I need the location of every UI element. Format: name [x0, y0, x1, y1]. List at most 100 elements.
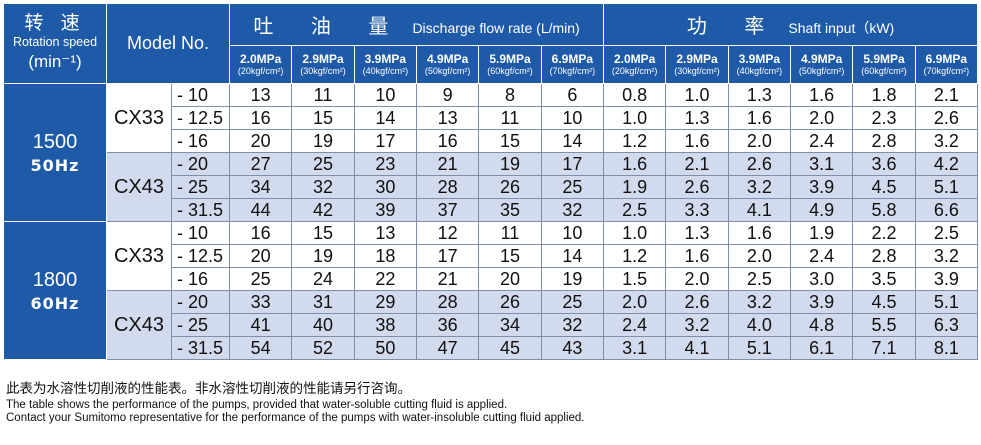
model-variant: - 12.5: [170, 244, 231, 268]
flow-rate-value: 34: [229, 175, 293, 199]
flow-rate-value: 54: [229, 336, 293, 360]
flow-rate-value: 23: [353, 152, 418, 176]
shaft-input-value: 4.8: [789, 313, 854, 337]
shaft-input-value: 2.8: [852, 129, 916, 153]
model-name: CX43: [106, 152, 172, 222]
shaft-input-value: 4.9: [789, 198, 854, 222]
model-variant: - 20: [170, 290, 231, 314]
pressure-mpa: 2.0MPa: [614, 52, 656, 66]
shaft-input-value: 2.6: [727, 152, 792, 176]
shaft-input-value: 1.2: [603, 244, 667, 268]
pressure-kgf: (60kgf/cm²): [861, 66, 907, 76]
flow-rate-value: 6: [540, 83, 605, 107]
flow-rate-value: 29: [353, 290, 418, 314]
pressure-mpa: 5.9MPa: [863, 52, 905, 66]
flow-rate-value: 38: [353, 313, 418, 337]
shaft-input-en: Shaft input（kW): [788, 20, 895, 36]
table-row: 1500 50Hz CX33- 10 13 11 10 9 8 6 0.8 1.0 1.3 1.6 1.8…: [3, 83, 979, 222]
shaft-input-value: 2.0: [727, 129, 792, 153]
flow-rate-value: 10: [353, 83, 418, 107]
flow-rate-value: 19: [478, 152, 542, 176]
pressure-kgf: (50kgf/cm²): [424, 66, 471, 76]
shaft-input-value: 1.6: [727, 106, 792, 130]
shaft-input-value: 7.1: [852, 336, 916, 360]
shaft-input-value: 3.2: [727, 290, 792, 314]
table-row: 1800 60Hz CX33- 10 16 15 13 12 11 10 1.0 1.3 1.6 1.9…: [3, 221, 979, 360]
pressure-kgf: (30kgf/cm²): [300, 66, 346, 76]
rotation-speed-unit: (min⁻¹): [28, 52, 82, 71]
shaft-input-value: 3.9: [789, 290, 854, 314]
flow-rate-value: 25: [291, 152, 355, 176]
flow-rate-value: 13: [353, 221, 418, 245]
shaft-input-value: 2.0: [727, 244, 792, 268]
model-variant: - 12.5: [170, 106, 231, 130]
shaft-input-value: 3.9: [914, 267, 979, 291]
shaft-input-value: 1.2: [603, 129, 667, 153]
shaft-input-value: 1.8: [852, 83, 916, 107]
shaft-input-value: 2.5: [914, 221, 979, 245]
flow-rate-value: 42: [291, 198, 355, 222]
pressure-kgf: (50kgf/cm²): [798, 66, 845, 76]
flow-rate-value: 27: [229, 152, 293, 176]
shaft-input-value: 3.0: [789, 267, 854, 291]
rotation-speed-cell: 1500 50Hz: [3, 83, 107, 222]
pressure-mpa: 6.9MPa: [551, 52, 594, 66]
shaft-input-value: 1.0: [603, 106, 667, 130]
frequency-value: 50Hz: [30, 155, 80, 175]
table-row: - 31.5 44 42 39 37 35 32 2.5 3.3 4.1 4.9 5.8 6.6: [4, 198, 979, 222]
shaft-input-value: 2.1: [914, 83, 979, 107]
shaft-input-value: 4.2: [914, 152, 979, 176]
shaft-input-value: 4.0: [727, 313, 792, 337]
flow-rate-value: 20: [478, 267, 542, 291]
flow-rate-value: 45: [478, 336, 542, 360]
shaft-input-value: 1.9: [789, 221, 854, 245]
flow-rate-value: 15: [291, 106, 355, 130]
shaft-input-value: 1.9: [603, 175, 667, 199]
shaft-input-value: 2.0: [665, 267, 729, 291]
flow-rate-value: 22: [353, 267, 418, 291]
shaft-input-value: 1.0: [665, 83, 729, 107]
note-chinese: 此表为水溶性切削液的性能表。非水溶性切削液的性能请另行咨询。: [6, 381, 411, 397]
shaft-input-value: 8.1: [914, 336, 979, 360]
shaft-input-value: 2.4: [789, 129, 854, 153]
pressure-kgf: (40kgf/cm²): [736, 66, 783, 76]
flow-rate-value: 35: [478, 198, 542, 222]
shaft-input-value: 3.1: [789, 152, 854, 176]
shaft-input-value: 2.8: [852, 244, 916, 268]
flow-rate-value: 14: [540, 244, 605, 268]
flow-rate-value: 15: [478, 129, 542, 153]
rpm-value: 1800: [32, 268, 78, 291]
shaft-input-value: 3.2: [914, 129, 979, 153]
flow-rate-value: 44: [229, 198, 293, 222]
flow-pressure-header: 2.0MPa (20kgf/cm²): [229, 45, 293, 84]
rotation-speed-cell: 1800 60Hz: [3, 221, 107, 360]
table-row: CX43- 20 33 31 29 28 26 25 2.0 2.6 3.2 3.9 4.5 5.1: [4, 290, 979, 360]
flow-rate-value: 25: [540, 290, 605, 314]
pressure-mpa: 2.9MPa: [676, 52, 718, 66]
table-row: - 25 41 40 38 36 34 32 2.4 3.2 4.0 4.8 5.5 6.3: [4, 313, 979, 337]
pressure-mpa: 3.9MPa: [364, 52, 407, 66]
shaft-input-value: 1.5: [603, 267, 667, 291]
flow-rate-value: 39: [353, 198, 418, 222]
power-pressure-header: 4.9MPa (50kgf/cm²): [789, 45, 854, 84]
pressure-mpa: 6.9MPa: [925, 52, 968, 66]
flow-rate-value: 13: [415, 106, 480, 130]
flow-rate-value: 11: [478, 106, 542, 130]
discharge-flow-en: Discharge flow rate (L/min): [412, 20, 580, 36]
shaft-input-cn: 功 率: [686, 16, 781, 38]
shaft-input-value: 5.1: [727, 336, 792, 360]
flow-pressure-header: 2.9MPa (30kgf/cm²): [291, 45, 355, 84]
flow-rate-value: 52: [291, 336, 355, 360]
flow-pressure-header: 3.9MPa (40kgf/cm²): [353, 45, 418, 84]
shaft-input-value: 2.6: [665, 290, 729, 314]
model-variant: - 20: [170, 152, 231, 176]
rpm-value: 1500: [32, 130, 78, 153]
shaft-input-value: 3.1: [603, 336, 667, 360]
pressure-kgf: (20kgf/cm²): [237, 66, 284, 76]
flow-rate-value: 14: [353, 106, 418, 130]
shaft-input-value: 1.3: [665, 221, 729, 245]
flow-rate-value: 10: [540, 221, 605, 245]
pressure-mpa: 5.9MPa: [489, 52, 531, 66]
flow-rate-value: 24: [291, 267, 355, 291]
flow-rate-value: 20: [229, 129, 293, 153]
